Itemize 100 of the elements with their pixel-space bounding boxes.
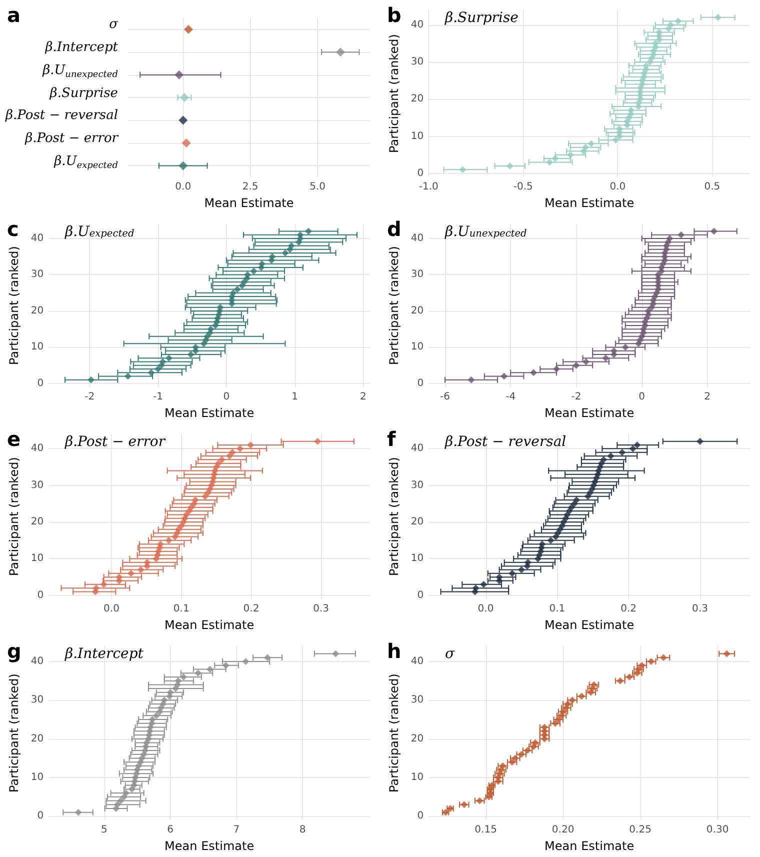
y-axis-title: Participant (ranked) — [387, 674, 401, 792]
chart-title: e — [7, 427, 21, 451]
y-tick-label: 40 — [410, 19, 424, 30]
point — [652, 40, 659, 47]
y-tick-label: 40 — [410, 656, 424, 667]
x-tick-label: 0.2 — [620, 604, 637, 615]
x-tick-label: 0.15 — [474, 824, 497, 836]
point — [230, 289, 237, 296]
y-tick-label: β.Post − reversal — [6, 108, 118, 124]
x-tick-label: 0.0 — [104, 604, 120, 615]
point — [100, 580, 108, 588]
point — [560, 708, 567, 716]
chart-title: c — [7, 217, 19, 241]
point — [472, 584, 480, 592]
point — [178, 116, 188, 125]
chart-subtitle: σ — [445, 646, 455, 662]
x-tick-label: 0 — [638, 392, 645, 403]
point — [288, 242, 295, 250]
x-tick-label: -4 — [506, 392, 516, 403]
y-axis-title: Participant (ranked) — [387, 34, 401, 153]
point — [296, 231, 304, 238]
point — [88, 376, 95, 384]
chart-subtitle: β.Surprise — [444, 10, 518, 26]
y-tick-label: 40 — [410, 233, 424, 244]
point — [187, 350, 194, 358]
point — [602, 354, 610, 362]
x-tick-label: 0.30 — [706, 824, 729, 836]
chart-subtitle: β.Uunexpected — [444, 224, 527, 240]
point — [206, 666, 214, 673]
chart-subtitle: β.Post − reversal — [444, 434, 566, 450]
y-tick-label: 30 — [410, 694, 424, 706]
point — [228, 448, 236, 456]
y-tick-label: 0 — [37, 378, 44, 389]
point — [182, 138, 191, 148]
y-tick-label: 0 — [417, 590, 424, 601]
point — [572, 362, 580, 369]
y-axis-title: Participant (ranked) — [7, 246, 21, 365]
point — [174, 70, 184, 80]
point — [204, 332, 211, 340]
point — [250, 268, 258, 275]
y-tick-label: 20 — [30, 516, 44, 528]
y-tick-label: 30 — [30, 694, 44, 706]
y-axis-title: Participant (ranked) — [7, 457, 21, 576]
point — [124, 372, 132, 380]
chart-title: g — [7, 639, 22, 663]
point — [242, 658, 250, 665]
x-tick-label: 0.0 — [478, 604, 494, 615]
point — [629, 445, 636, 452]
point — [74, 808, 82, 816]
y-tick-label: 20 — [410, 94, 424, 105]
point — [610, 347, 618, 354]
point — [656, 28, 663, 36]
x-tick-label: -2 — [84, 392, 95, 403]
point — [282, 249, 289, 256]
point — [160, 696, 168, 704]
point — [192, 496, 199, 504]
point — [178, 161, 188, 170]
y-tick-label: 30 — [30, 269, 44, 280]
point — [159, 358, 166, 366]
y-tick-label: 0 — [37, 590, 44, 601]
point — [468, 376, 475, 384]
point — [506, 162, 514, 170]
point — [166, 688, 174, 696]
x-axis-title: Mean Estimate — [164, 618, 254, 632]
y-tick-label: 30 — [30, 480, 44, 491]
x-tick-label: -6 — [440, 392, 450, 403]
y-tick-label: β.Surprise — [50, 86, 118, 102]
x-tick-label: -1 — [153, 392, 164, 403]
x-axis-title: Mean Estimate — [544, 618, 634, 632]
point — [459, 166, 466, 174]
y-tick-label: 40 — [30, 656, 44, 667]
x-tick-label: -2 — [571, 392, 582, 403]
point — [500, 372, 508, 380]
y-tick-label: 20 — [30, 305, 44, 316]
x-tick-label: 0.1 — [549, 604, 566, 615]
point — [524, 558, 532, 566]
y-tick-label: 30 — [410, 269, 424, 280]
point — [122, 790, 130, 797]
chart-subtitle: β.Post − error — [64, 434, 166, 450]
chart-title: a — [7, 3, 20, 27]
point — [332, 650, 340, 658]
point — [304, 228, 312, 235]
point — [216, 304, 224, 311]
x-tick-label: 0.3 — [692, 604, 708, 615]
y-tick-label: 10 — [410, 553, 424, 564]
point — [642, 62, 650, 70]
y-tick-label: 40 — [410, 443, 424, 454]
point — [607, 452, 614, 460]
point — [244, 271, 252, 278]
point — [152, 712, 160, 720]
point — [114, 801, 121, 808]
point — [148, 716, 156, 724]
chart-title: b — [387, 3, 402, 27]
point — [137, 566, 144, 574]
y-tick-label: β.U$_{expected}$ — [54, 154, 118, 171]
point — [612, 136, 620, 144]
point — [566, 151, 574, 158]
chart-title: h — [387, 639, 402, 663]
y-tick-label: 40 — [30, 233, 44, 244]
x-tick-label: 0.3 — [313, 604, 330, 615]
